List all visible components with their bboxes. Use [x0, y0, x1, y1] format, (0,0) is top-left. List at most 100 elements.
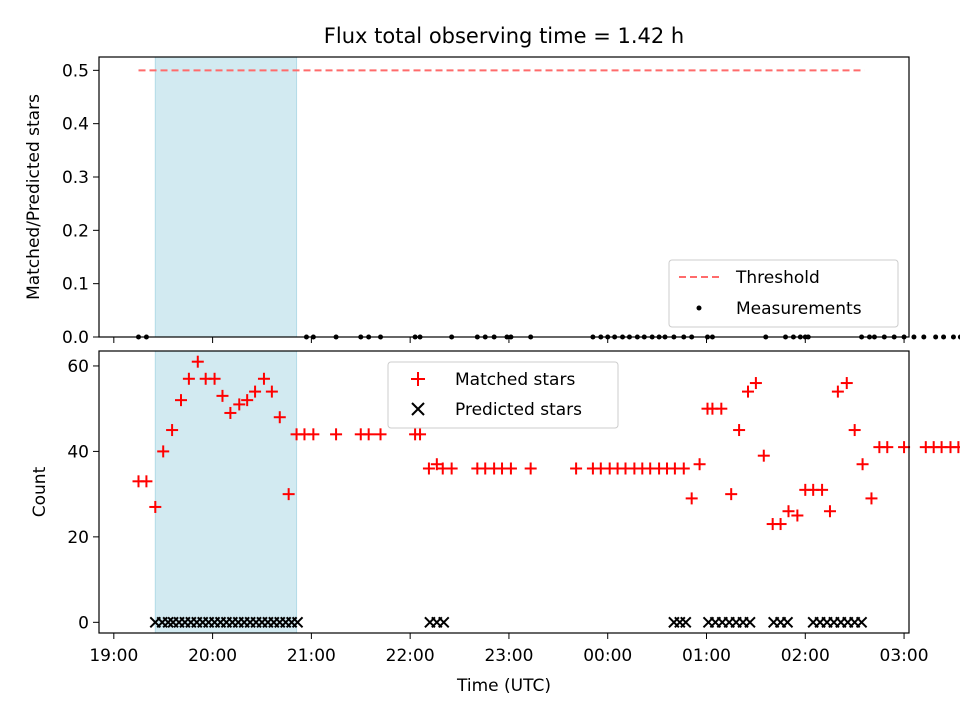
- matched-point: [725, 488, 738, 501]
- top-y-axis-label: Matched/Predicted stars: [24, 94, 44, 300]
- top-y-tick-label: 0.4: [62, 115, 89, 135]
- bottom-y-tick-label: 40: [67, 442, 89, 462]
- matched-point: [774, 518, 787, 531]
- matched-point: [362, 428, 375, 441]
- matched-point: [791, 509, 804, 522]
- x-tick-label: 20:00: [188, 646, 237, 666]
- matched-point: [856, 458, 869, 471]
- matched-point: [182, 372, 195, 385]
- matched-point: [241, 394, 254, 407]
- matched-point: [330, 428, 343, 441]
- matched-point: [881, 441, 894, 454]
- bottom-subplot: 0 20 40 60 19:00 20:00 21:00 22:00 23:00 00:00 01…: [30, 350, 960, 696]
- matched-point: [848, 424, 861, 437]
- top-y-tick-label: 0.0: [62, 328, 89, 348]
- matched-point: [216, 389, 229, 402]
- matched-point: [191, 355, 204, 368]
- matched-point: [422, 462, 435, 475]
- predicted-point: [291, 616, 304, 629]
- measurement-point: [921, 334, 927, 340]
- bottom-y-axis-label: Count: [30, 466, 50, 517]
- matched-point: [307, 428, 320, 441]
- bottom-plot-frame: [98, 350, 910, 634]
- legend-threshold-label: Threshold: [735, 268, 820, 288]
- matched-point: [685, 492, 698, 505]
- matched-point: [208, 372, 221, 385]
- measurement-point: [950, 334, 956, 340]
- legend-measurements-swatch: [696, 305, 702, 311]
- top-y-tick-label: 0.1: [62, 275, 89, 295]
- x-tick-label: 01:00: [682, 646, 731, 666]
- predicted-point: [744, 616, 756, 629]
- top-shaded-interval: [154, 56, 298, 338]
- predicted-point: [680, 616, 692, 629]
- matched-point: [249, 385, 262, 398]
- matched-point: [741, 385, 754, 398]
- bottom-x-axis: 19:00 20:00 21:00 22:00 23:00 00:00 01:00 02:00…: [89, 633, 929, 666]
- matched-point: [865, 492, 878, 505]
- top-x-ticks: [113, 337, 905, 343]
- matched-point: [504, 462, 517, 475]
- matched-point: [677, 462, 690, 475]
- matched-point: [570, 462, 583, 475]
- matched-point: [952, 441, 960, 454]
- x-tick-label: 22:00: [386, 646, 435, 666]
- matched-point: [414, 428, 427, 441]
- predicted-point: [162, 616, 174, 629]
- legend-matched-label: Matched stars: [455, 370, 575, 390]
- x-tick-label: 03:00: [880, 646, 929, 666]
- matched-point: [749, 377, 762, 390]
- matched-point: [782, 505, 795, 518]
- matched-point: [224, 406, 237, 419]
- measurement-point: [911, 334, 917, 340]
- matched-point: [166, 424, 179, 437]
- x-tick-label: 19:00: [89, 646, 138, 666]
- predicted-point: [781, 616, 794, 629]
- top-plot-frame: [98, 56, 910, 338]
- matched-point: [823, 505, 836, 518]
- matched-point: [757, 449, 770, 462]
- matched-point: [140, 475, 153, 488]
- x-tick-label: 00:00: [583, 646, 632, 666]
- predicted-point: [438, 616, 450, 629]
- matched-point: [840, 377, 853, 390]
- top-legend: Threshold Measurements: [668, 259, 899, 328]
- legend-predicted-label: Predicted stars: [455, 400, 582, 420]
- matched-point: [149, 500, 162, 513]
- matched-points: [132, 355, 960, 531]
- top-legend-box: [668, 259, 899, 328]
- matched-point: [257, 372, 270, 385]
- top-y-tick-label: 0.5: [62, 61, 89, 81]
- measurement-point: [941, 334, 947, 340]
- bottom-y-tick-label: 60: [67, 357, 89, 377]
- matched-point: [174, 394, 187, 407]
- matched-point: [816, 483, 829, 496]
- matched-point: [282, 488, 295, 501]
- matched-point: [374, 428, 387, 441]
- bottom-y-tick-label: 0: [78, 613, 89, 633]
- top-y-tick-label: 0.3: [62, 168, 89, 188]
- matched-point: [733, 424, 746, 437]
- bottom-y-tick-label: 20: [67, 528, 89, 548]
- matched-point: [265, 385, 278, 398]
- x-tick-label: 02:00: [781, 646, 830, 666]
- legend-measurements-label: Measurements: [736, 299, 862, 319]
- measurement-point: [957, 334, 960, 340]
- matched-point: [693, 458, 706, 471]
- matched-point: [157, 445, 170, 458]
- x-axis-label: Time (UTC): [456, 676, 551, 696]
- matched-point: [445, 462, 458, 475]
- top-subplot: 0.0 0.1 0.2 0.3 0.4 0.5 Matched/Predicted sta…: [24, 56, 960, 348]
- bottom-legend: Matched stars Predicted stars: [387, 361, 619, 429]
- top-y-tick-label: 0.2: [62, 221, 89, 241]
- matched-point: [233, 398, 246, 411]
- x-tick-label: 21:00: [287, 646, 336, 666]
- legend-predicted-swatch: [411, 402, 425, 416]
- x-tick-label: 23:00: [484, 646, 533, 666]
- legend-matched-swatch: [411, 372, 425, 386]
- predicted-points: [149, 616, 868, 629]
- matched-point: [524, 462, 537, 475]
- bottom-legend-box: [387, 361, 619, 429]
- top-y-axis: 0.0 0.1 0.2 0.3 0.4 0.5: [62, 61, 99, 348]
